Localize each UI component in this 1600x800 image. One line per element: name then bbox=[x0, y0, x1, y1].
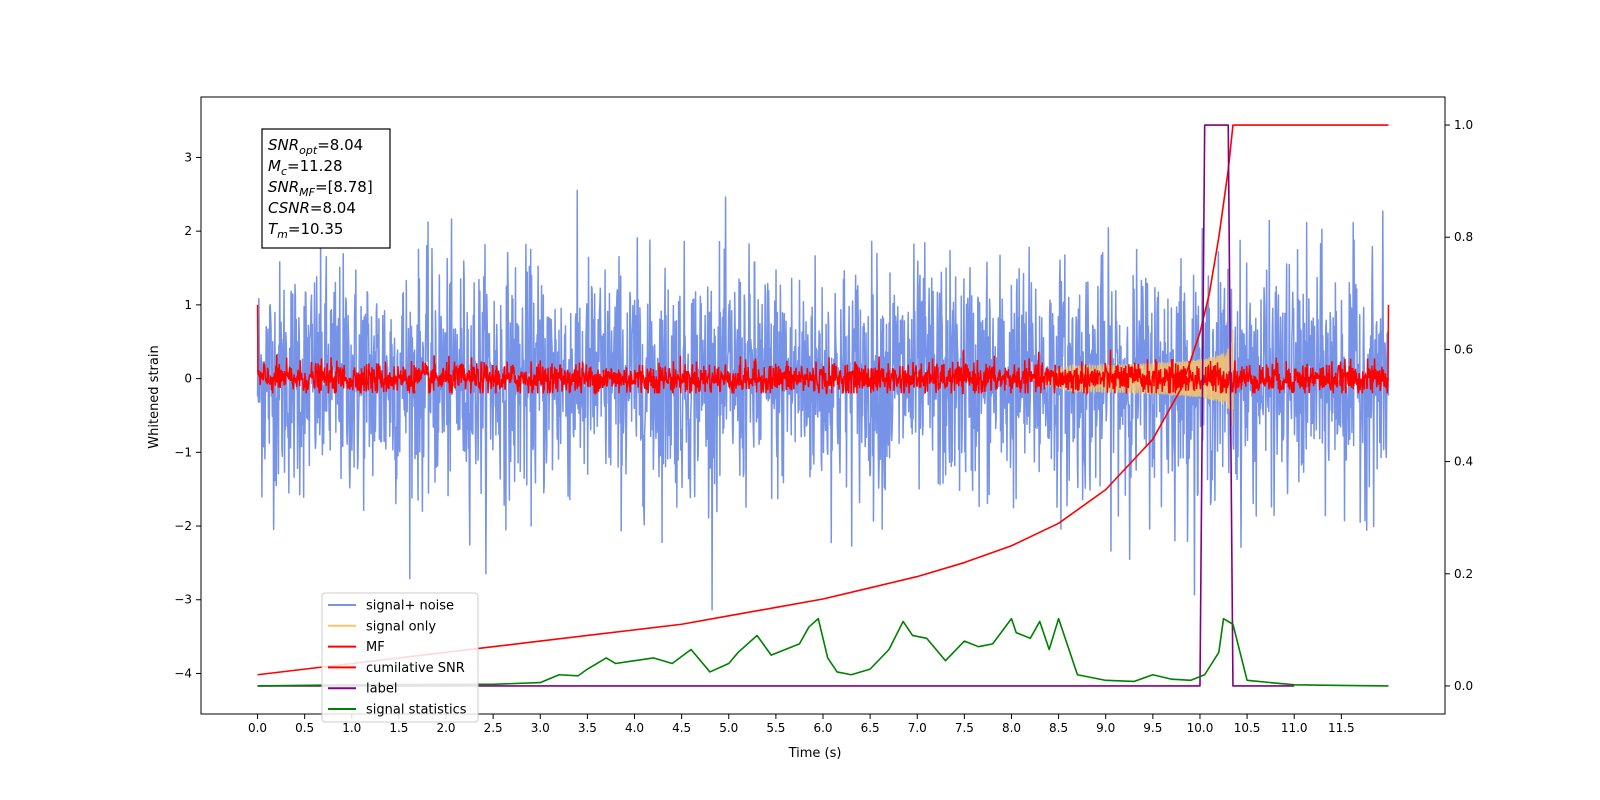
series-label bbox=[257, 124, 1295, 687]
annotation-box: SNRopt=8.04Mc=11.28SNRMF=[8.78]CSNR=8.04… bbox=[261, 128, 391, 249]
y-tick-left-label: −4 bbox=[174, 666, 192, 680]
y-tick-right-label: 0.8 bbox=[1454, 230, 1473, 244]
annotation-line: Mc=11.28 bbox=[268, 157, 343, 178]
x-tick-label: 11.5 bbox=[1328, 721, 1355, 735]
y-tick-left-label: −3 bbox=[174, 593, 192, 607]
x-tick-label: 2.5 bbox=[484, 721, 503, 735]
y-tick-right-label: 0.4 bbox=[1454, 455, 1473, 469]
x-tick-label: 8.5 bbox=[1049, 721, 1068, 735]
legend-entry: signal+ noise bbox=[366, 599, 454, 614]
legend-frame bbox=[321, 592, 479, 723]
x-axis-label: Time (s) bbox=[788, 746, 842, 761]
annotation-line: Tm=10.35 bbox=[268, 220, 343, 241]
x-tick-label: 4.0 bbox=[625, 721, 644, 735]
y-tick-left-label: 0 bbox=[184, 372, 192, 386]
legend-entry: signal only bbox=[366, 619, 436, 634]
series-signal-statistics bbox=[257, 617, 1389, 687]
x-tick-label: 8.0 bbox=[1002, 721, 1021, 735]
x-tick-label: 6.5 bbox=[861, 721, 880, 735]
x-tick-label: 1.5 bbox=[389, 721, 408, 735]
x-tick-label: 1.0 bbox=[342, 721, 361, 735]
x-tick-label: 3.5 bbox=[578, 721, 597, 735]
x-tick-label: 11.0 bbox=[1281, 721, 1308, 735]
y-tick-right-label: 0.2 bbox=[1454, 567, 1473, 581]
series-mf bbox=[256, 304, 1390, 397]
x-tick-label: 3.0 bbox=[531, 721, 550, 735]
x-tick-label: 0.0 bbox=[248, 721, 267, 735]
legend-entry: signal statistics bbox=[366, 703, 467, 718]
x-tick-label: 6.0 bbox=[813, 721, 832, 735]
legend-entry: MF bbox=[366, 640, 385, 655]
x-tick-label: 5.5 bbox=[766, 721, 785, 735]
y-tick-left-label: 3 bbox=[184, 150, 192, 164]
x-tick-label: 5.0 bbox=[719, 721, 738, 735]
y-tick-right-label: 0.6 bbox=[1454, 342, 1473, 356]
y-tick-left-label: −2 bbox=[174, 519, 192, 533]
y-tick-left-label: 1 bbox=[184, 298, 192, 312]
x-tick-label: 10.5 bbox=[1234, 721, 1261, 735]
y-tick-left-label: 2 bbox=[184, 224, 192, 238]
annotation-line: CSNR=8.04 bbox=[268, 199, 356, 217]
y-tick-left-label: −1 bbox=[174, 445, 192, 459]
legend: signal+ noise signal only MF cumilative SNR… bbox=[321, 592, 479, 723]
x-tick-label: 7.0 bbox=[908, 721, 927, 735]
annotation-line: SNRopt=8.04 bbox=[268, 136, 363, 157]
x-tick-label: 9.0 bbox=[1096, 721, 1115, 735]
x-tick-label: 0.5 bbox=[295, 721, 314, 735]
y-tick-right-label: 1.0 bbox=[1454, 118, 1473, 132]
legend-entry: cumilative SNR bbox=[366, 661, 465, 676]
x-tick-label: 7.5 bbox=[955, 721, 974, 735]
annotation-line: SNRMF=[8.78] bbox=[268, 178, 373, 199]
axes: 0.0 0.5 1.0 1.5 2.0 2.5 3.0 3.5 4.0 4.5 5.0 5.5 6.0 6… bbox=[174, 96, 1473, 735]
x-tick-label: 4.5 bbox=[672, 721, 691, 735]
legend-entry: label bbox=[366, 682, 397, 697]
annotation-frame bbox=[261, 128, 391, 249]
x-tick-label: 2.0 bbox=[436, 721, 455, 735]
y-axis-label: Whitened strain bbox=[147, 345, 162, 448]
x-tick-label: 10.0 bbox=[1187, 721, 1214, 735]
y-tick-right-label: 0.0 bbox=[1454, 679, 1473, 693]
x-tick-label: 9.5 bbox=[1143, 721, 1162, 735]
